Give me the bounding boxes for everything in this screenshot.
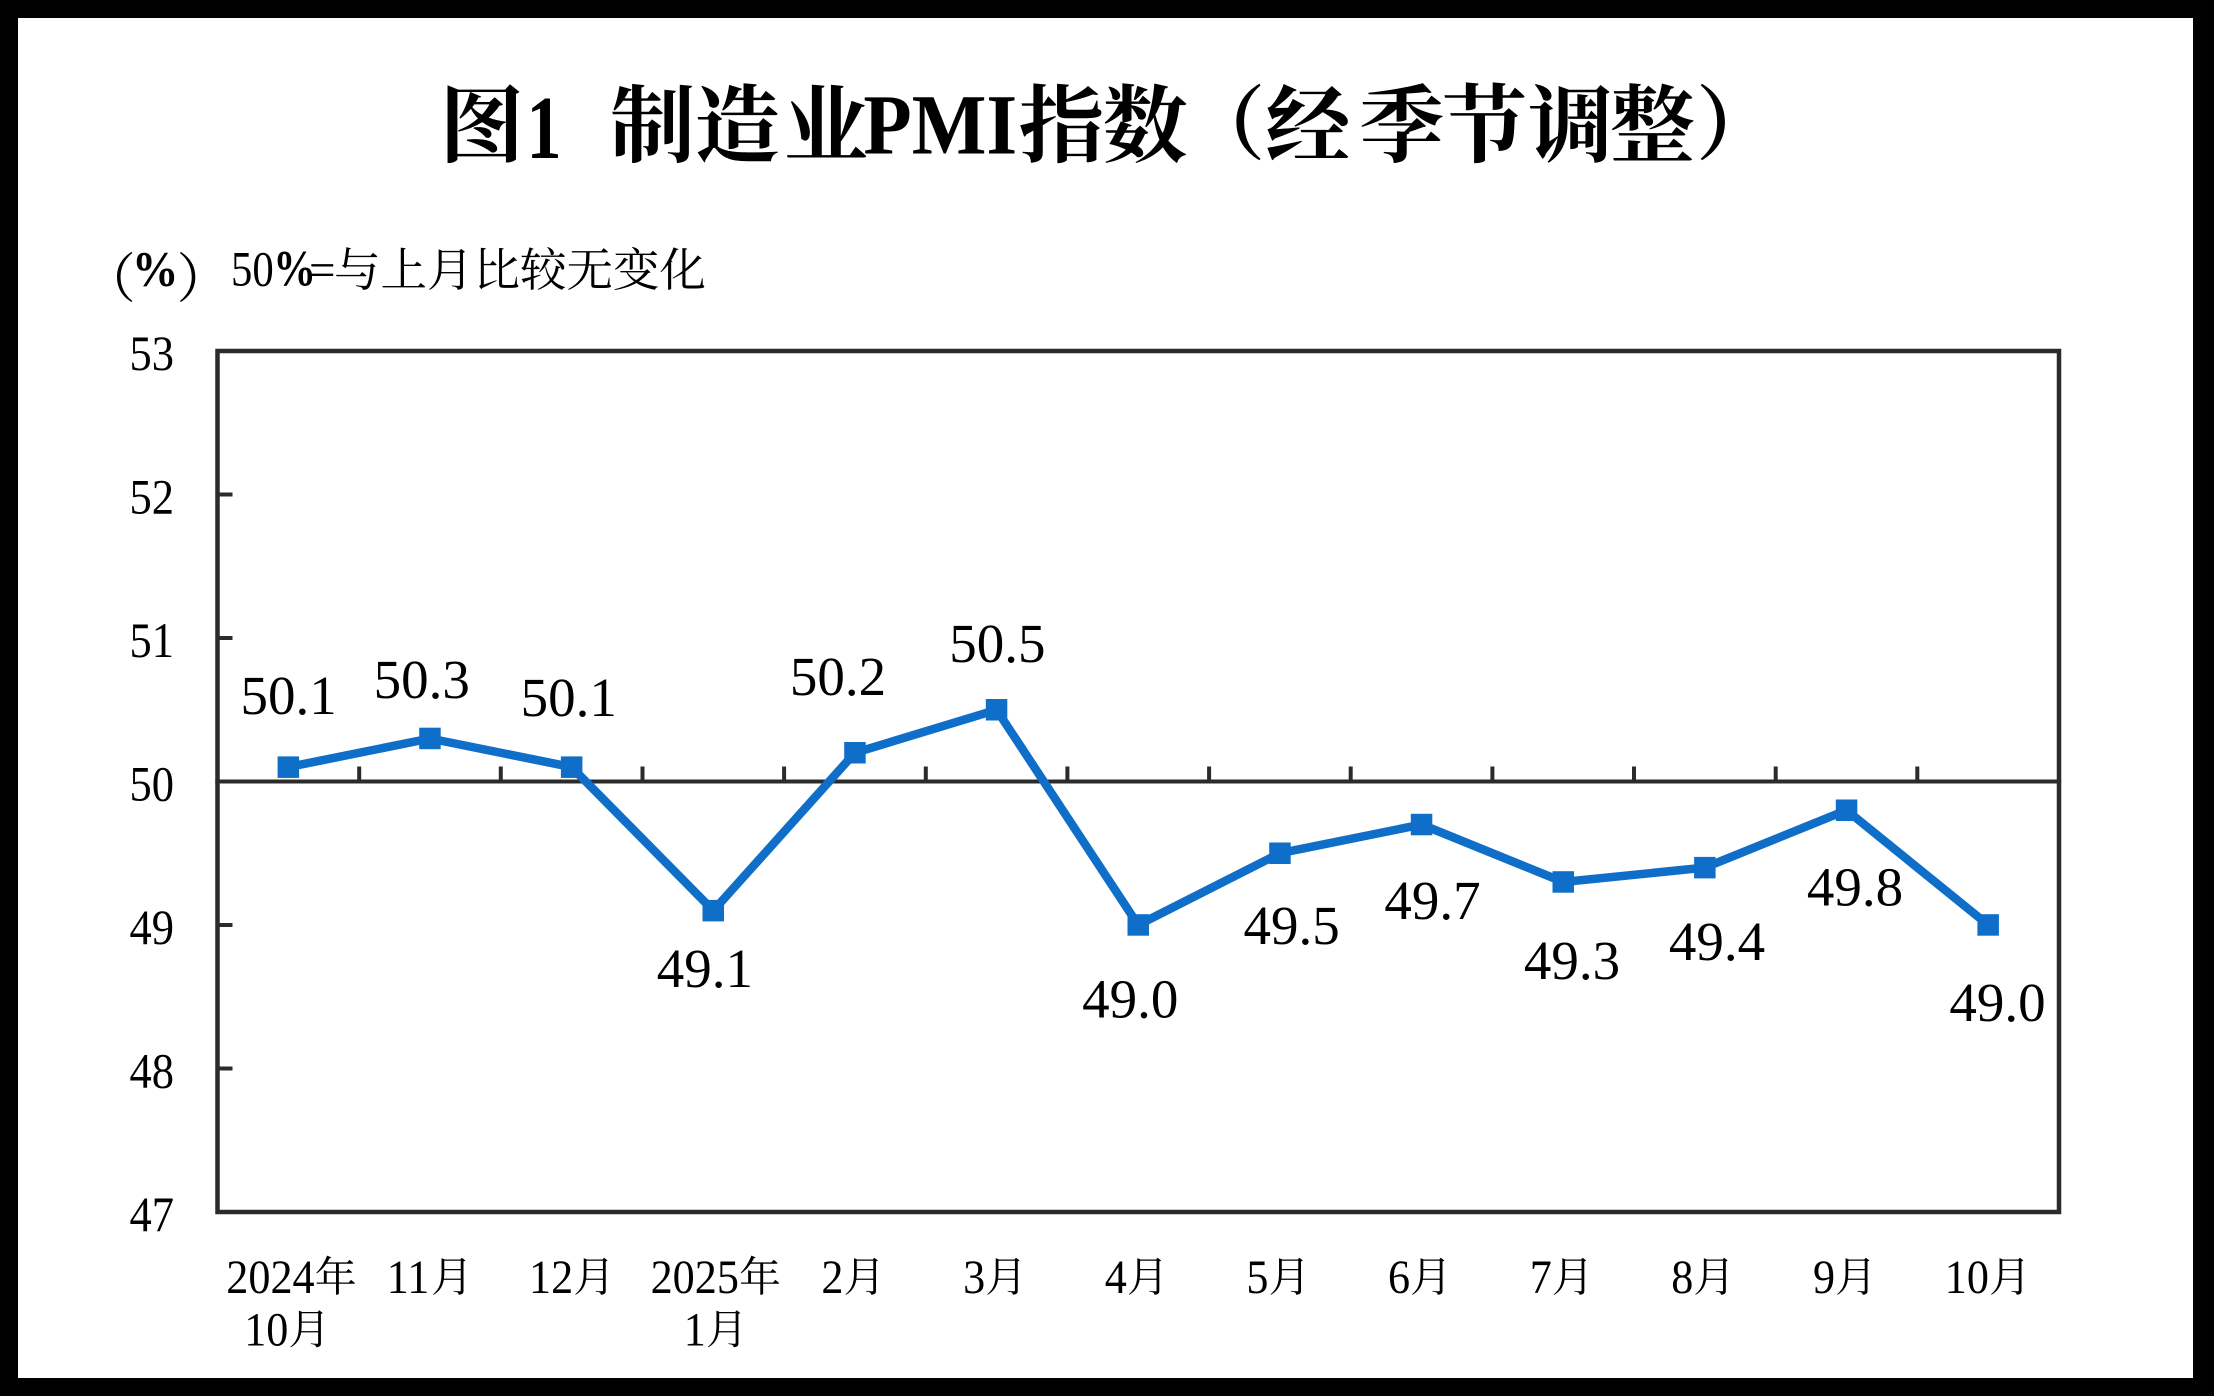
- svg-text:%: %: [132, 242, 178, 297]
- svg-text:=: =: [309, 245, 336, 297]
- svg-text:5: 5: [1246, 1250, 1268, 1303]
- svg-text:%: %: [273, 241, 316, 297]
- svg-text:49.0: 49.0: [1082, 969, 1178, 1030]
- svg-text:47: 47: [130, 1188, 174, 1243]
- svg-text:9: 9: [1813, 1250, 1835, 1303]
- svg-text:7: 7: [1530, 1250, 1552, 1303]
- svg-text:49.0: 49.0: [1949, 972, 2045, 1033]
- svg-text:50.1: 50.1: [240, 665, 336, 726]
- svg-text:49.8: 49.8: [1807, 857, 1903, 918]
- svg-text:11: 11: [387, 1250, 430, 1303]
- svg-text:2024: 2024: [226, 1250, 314, 1303]
- svg-text:50: 50: [231, 243, 274, 298]
- svg-text:2: 2: [821, 1250, 843, 1303]
- svg-text:49.5: 49.5: [1243, 895, 1339, 956]
- svg-text:50.2: 50.2: [790, 646, 886, 707]
- svg-text:4: 4: [1105, 1250, 1127, 1303]
- svg-text:49.4: 49.4: [1669, 911, 1765, 972]
- svg-text:49.7: 49.7: [1384, 870, 1480, 931]
- svg-text:50.5: 50.5: [949, 613, 1045, 674]
- svg-text:8: 8: [1671, 1250, 1693, 1303]
- svg-text:51: 51: [130, 614, 174, 669]
- svg-text:10: 10: [1945, 1250, 1989, 1303]
- svg-text:PMI: PMI: [863, 76, 1017, 172]
- svg-text:1: 1: [684, 1303, 706, 1356]
- svg-text:49.3: 49.3: [1524, 930, 1620, 991]
- svg-text:50: 50: [130, 757, 174, 812]
- svg-text:10: 10: [244, 1303, 288, 1356]
- svg-text:53: 53: [130, 327, 174, 382]
- svg-text:50.3: 50.3: [374, 649, 470, 710]
- svg-text:48: 48: [130, 1044, 174, 1099]
- svg-text:1: 1: [527, 79, 562, 178]
- svg-text:50.1: 50.1: [521, 667, 617, 728]
- svg-text:12: 12: [529, 1250, 573, 1303]
- svg-text:52: 52: [130, 470, 174, 525]
- svg-text:3: 3: [963, 1250, 985, 1303]
- svg-text:49: 49: [130, 901, 174, 956]
- svg-text:2025: 2025: [651, 1250, 739, 1303]
- svg-text:49.1: 49.1: [657, 938, 753, 999]
- svg-text:6: 6: [1388, 1250, 1410, 1303]
